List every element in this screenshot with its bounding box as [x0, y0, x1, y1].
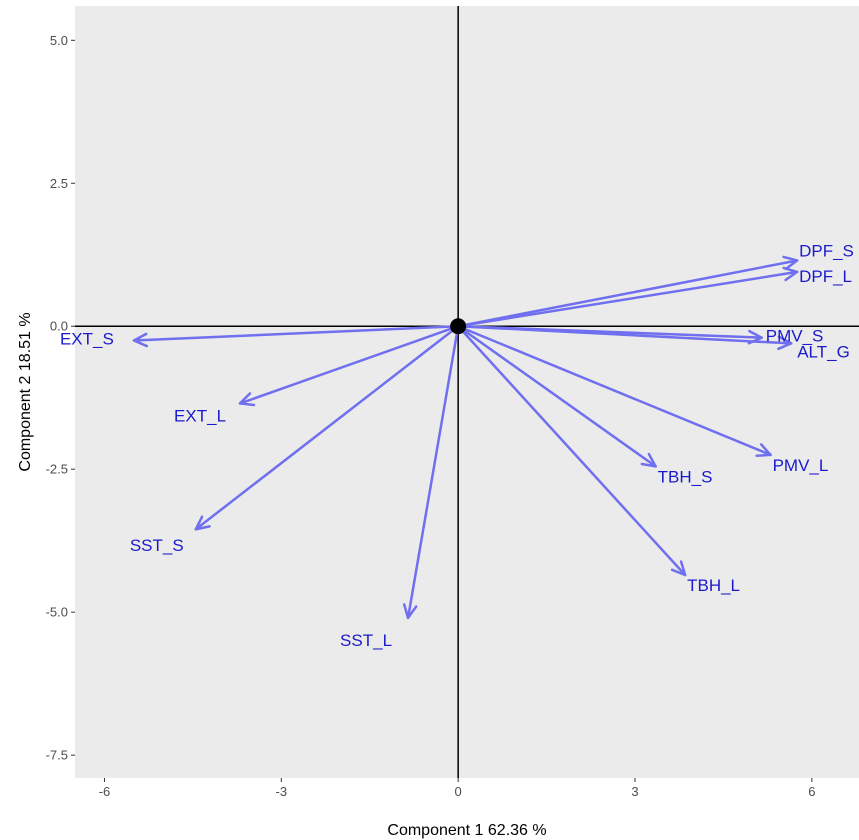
vector-arrow-PMV_L [456, 324, 772, 457]
vector-label-PMV_L: PMV_L [773, 456, 829, 475]
vector-arrow-SST_S [194, 324, 460, 531]
vector-label-DPF_L: DPF_L [799, 267, 852, 286]
vector-arrowhead-EXT_S [132, 332, 149, 348]
x-axis-ticks: -6 -3 0 3 6 [99, 778, 815, 799]
vector-arrowhead-TBH_S [640, 452, 657, 468]
y-axis-title: Component 2 18.51 % [17, 312, 34, 471]
vector-label-EXT_S: EXT_S [60, 330, 114, 349]
vector-label-DPF_S: DPF_S [799, 241, 854, 260]
vector-arrow-EXT_S [132, 324, 460, 342]
x-tick-label: 3 [631, 784, 638, 799]
x-tick-label: -3 [276, 784, 288, 799]
plot-panel [75, 6, 859, 778]
vector-arrowhead-SST_S [194, 515, 211, 531]
vector-arrowhead-PMV_L [755, 443, 772, 457]
x-axis-title: Component 1 62.36 % [387, 822, 546, 839]
y-tick-label: -2.5 [46, 462, 68, 477]
vector-label-TBH_S: TBH_S [658, 467, 713, 486]
vector-label-SST_S: SST_S [130, 536, 184, 555]
vector-label-PMV_S: PMV_S [766, 327, 824, 346]
loading-vectors [132, 255, 799, 620]
origin-point [450, 318, 467, 335]
vector-arrowhead-ALT_G [777, 335, 793, 351]
x-tick-label: -6 [99, 784, 111, 799]
vector-arrow-DPF_L [456, 270, 799, 328]
y-tick-label: 2.5 [50, 176, 68, 191]
vector-arrowhead-SST_L [402, 603, 418, 620]
vector-arrowhead-EXT_L [238, 392, 256, 407]
x-tick-label: 6 [808, 784, 815, 799]
y-tick-label: 5.0 [50, 33, 68, 48]
vector-arrow-DPF_S [456, 259, 799, 328]
y-tick-label: -5.0 [46, 605, 68, 620]
vector-arrow-TBH_S [456, 324, 657, 468]
vector-arrowhead-DPF_S [782, 255, 799, 271]
vector-arrowhead-DPF_L [782, 266, 799, 282]
vector-label-TBH_L: TBH_L [687, 576, 740, 595]
y-tick-label: 0.0 [50, 319, 68, 334]
x-tick-label: 0 [455, 784, 462, 799]
vector-arrow-EXT_L [238, 324, 460, 405]
y-tick-label: -7.5 [46, 748, 68, 763]
vector-arrow-ALT_G [456, 324, 793, 345]
vector-arrowhead-TBH_L [670, 560, 687, 577]
vector-label-EXT_L: EXT_L [174, 406, 226, 425]
vector-arrow-SST_L [406, 324, 460, 620]
vector-arrow-TBH_L [456, 324, 687, 577]
y-axis-ticks: 5.0 2.5 0.0 -2.5 -5.0 -7.5 [46, 33, 75, 763]
vector-label-SST_L: SST_L [340, 631, 392, 650]
vector-label-ALT_G: ALT_G [797, 342, 850, 361]
